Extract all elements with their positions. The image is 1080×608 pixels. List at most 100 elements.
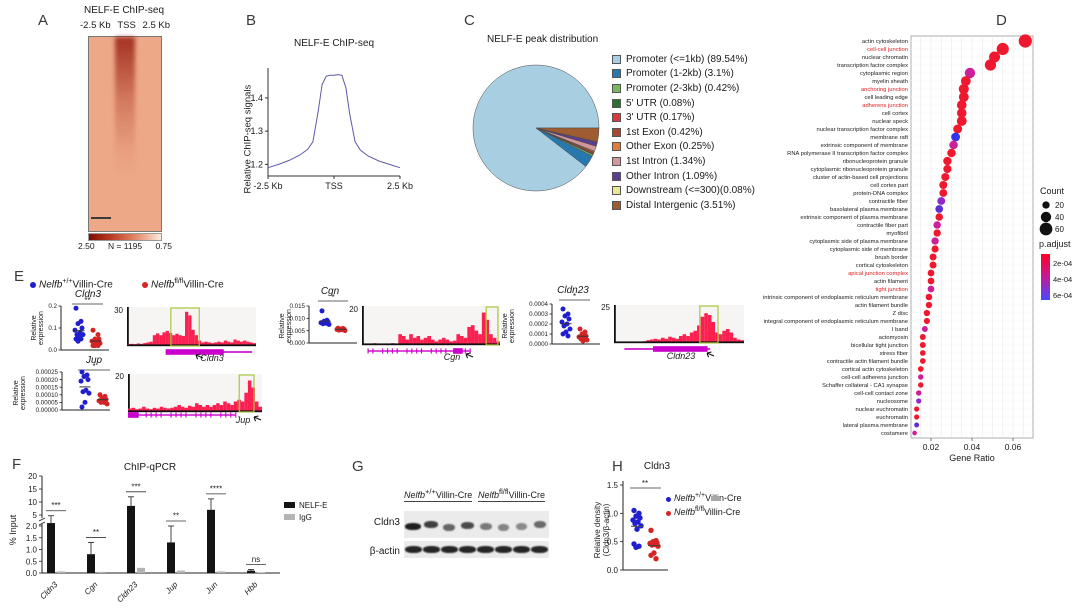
gene-exon-tick [440,348,442,354]
go-term-dot [958,83,969,95]
count-legend-dot [1040,211,1052,223]
gene-exon-tick [225,412,227,418]
count-legend-title: Count [1040,186,1065,196]
red-dot-icon [666,510,671,516]
scatter-point-blue [320,321,326,327]
track-peak [423,337,428,345]
track-peak [682,334,687,343]
panel-label-b: B [246,12,257,29]
density-point-blue [638,523,644,529]
track-peak [664,338,669,343]
sig-stars: ** [642,479,648,488]
y-tick-label: 0.010 [290,316,306,323]
gene-exon-tick [445,348,447,354]
legend-label: Other Intron (1.09%) [626,170,718,182]
pie-title: NELF-E peak distribution [487,34,599,45]
go-term-dot [1018,34,1032,48]
legend-label: Promoter (2-3kb) (0.42%) [626,82,740,94]
sig-stars: ns [252,555,260,564]
track-peak [233,339,237,346]
go-term-dot [917,366,924,372]
track-peak [239,341,244,346]
pie-legend-item: Promoter (1-2kb) (3.1%) [612,67,755,82]
track-peak [177,405,181,412]
sig-stars: ** [173,512,179,521]
go-term-label: cortical actin cytoskeleton [842,367,908,373]
go-term-label: intrinsic component of endoplasmic retic… [763,295,908,301]
track-peak [431,339,435,345]
gene-exon-tick [210,412,212,418]
blot-header-sup: +/+ [425,487,436,496]
y-tick-label: 0.00000 [36,407,59,414]
sig-stars: * [331,293,334,302]
track-peak [247,380,252,412]
track-peak [156,333,160,346]
y-tick-label: 0.0 [26,569,38,578]
go-term-dot [964,67,976,79]
go-dot-plot: actin cytoskeleton cell-cell junction nucl… [763,34,1072,463]
scatter-point-red [92,343,98,349]
track-gene-label: Jup [235,415,251,425]
go-term-label: contractile fiber [869,199,908,205]
go-term-label: nuclear transcription factor complex [816,127,908,133]
protein-band [479,523,492,530]
track-peak [445,339,450,345]
track-peak [456,334,461,345]
nelfe-bar [207,509,215,573]
y-tick-label: 0.00005 [36,400,59,407]
group-legend-blue: Nelfb+/+Villin-Cre [30,278,113,290]
blot-row2-label: β-actin [369,546,400,557]
go-term-label: contractile actin filament bundle [827,359,908,365]
nelfe-bar [127,505,135,573]
scatter-point-blue [82,399,88,405]
track-peak [226,341,231,346]
scatter-point-blue [72,327,78,333]
go-term-dot [914,422,920,428]
sig-stars: * [92,362,95,371]
igg-bar [257,572,265,573]
protein-band [516,523,528,530]
track-baseline [128,410,262,413]
heatmap-n-label: N = 1195 [107,241,143,251]
legend-rest: Villin-Cre [703,507,741,517]
heatmap-cluster-mark [91,217,111,219]
scatter-ylabel: expression [20,376,27,410]
legend-swatch [612,83,621,93]
gene-exon-tick [406,348,408,354]
go-term-label: membrane raft [870,135,908,141]
y-tick-label: 0.0004 [529,301,548,308]
h-ylabel: (Cldn3/β-actin) [602,503,611,556]
colorbar-max: 2.50 [78,241,95,251]
blue-dot-icon [30,281,36,288]
nelfe-bar [47,523,55,573]
scatter-ylabel: Relative [502,313,509,338]
legend-label-nelfe: NELF-E [299,501,327,510]
track-peak [159,406,164,412]
track-peak [412,337,417,345]
go-term-label: contractile fiber part [857,223,908,229]
track-peak [220,342,224,346]
go-term-dot [956,116,967,126]
track-peak [216,403,220,412]
density-point-blue [632,520,638,527]
gene-exon-tick [170,412,172,418]
go-term-label: extrinsic component of plasma membrane [800,215,908,221]
x-tick-label: 0.06 [1005,442,1022,452]
track-peak [650,339,654,343]
go-term-label: stress fiber [880,351,908,357]
panel-label-a: A [38,12,49,29]
track-peak [223,401,227,412]
scatter-ylabel: Relative [279,313,286,338]
track-peak [697,325,701,343]
track-peak [195,403,199,412]
go-term-dot [935,213,943,221]
track-peak [202,406,206,412]
padjust-legend-title: p.adjust [1039,239,1071,249]
legend-label: 5' UTR (0.08%) [626,97,695,109]
pie-legend-item: 1st Exon (0.42%) [612,125,755,140]
go-term-dot [916,398,922,404]
track-scale-label: 25 [601,303,610,312]
x-category-label: Hbb [243,580,260,597]
go-term-label: integral component of endoplasmic reticu… [764,319,908,325]
go-term-dot [941,172,950,182]
